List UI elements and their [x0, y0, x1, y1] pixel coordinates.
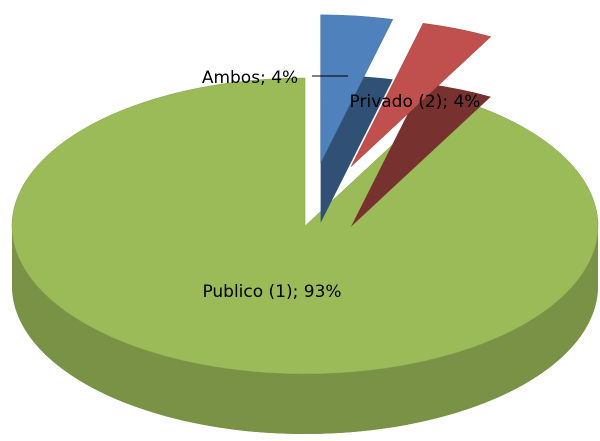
slice	[11, 77, 599, 375]
data-label: Privado (2); 4%	[350, 92, 481, 112]
data-label: Ambos; 4%	[202, 68, 298, 88]
slice	[350, 23, 492, 167]
slice	[320, 14, 394, 163]
data-label: Publico (1); 93%	[202, 282, 341, 302]
slice-side	[12, 226, 598, 434]
slice-bottom	[350, 83, 491, 227]
